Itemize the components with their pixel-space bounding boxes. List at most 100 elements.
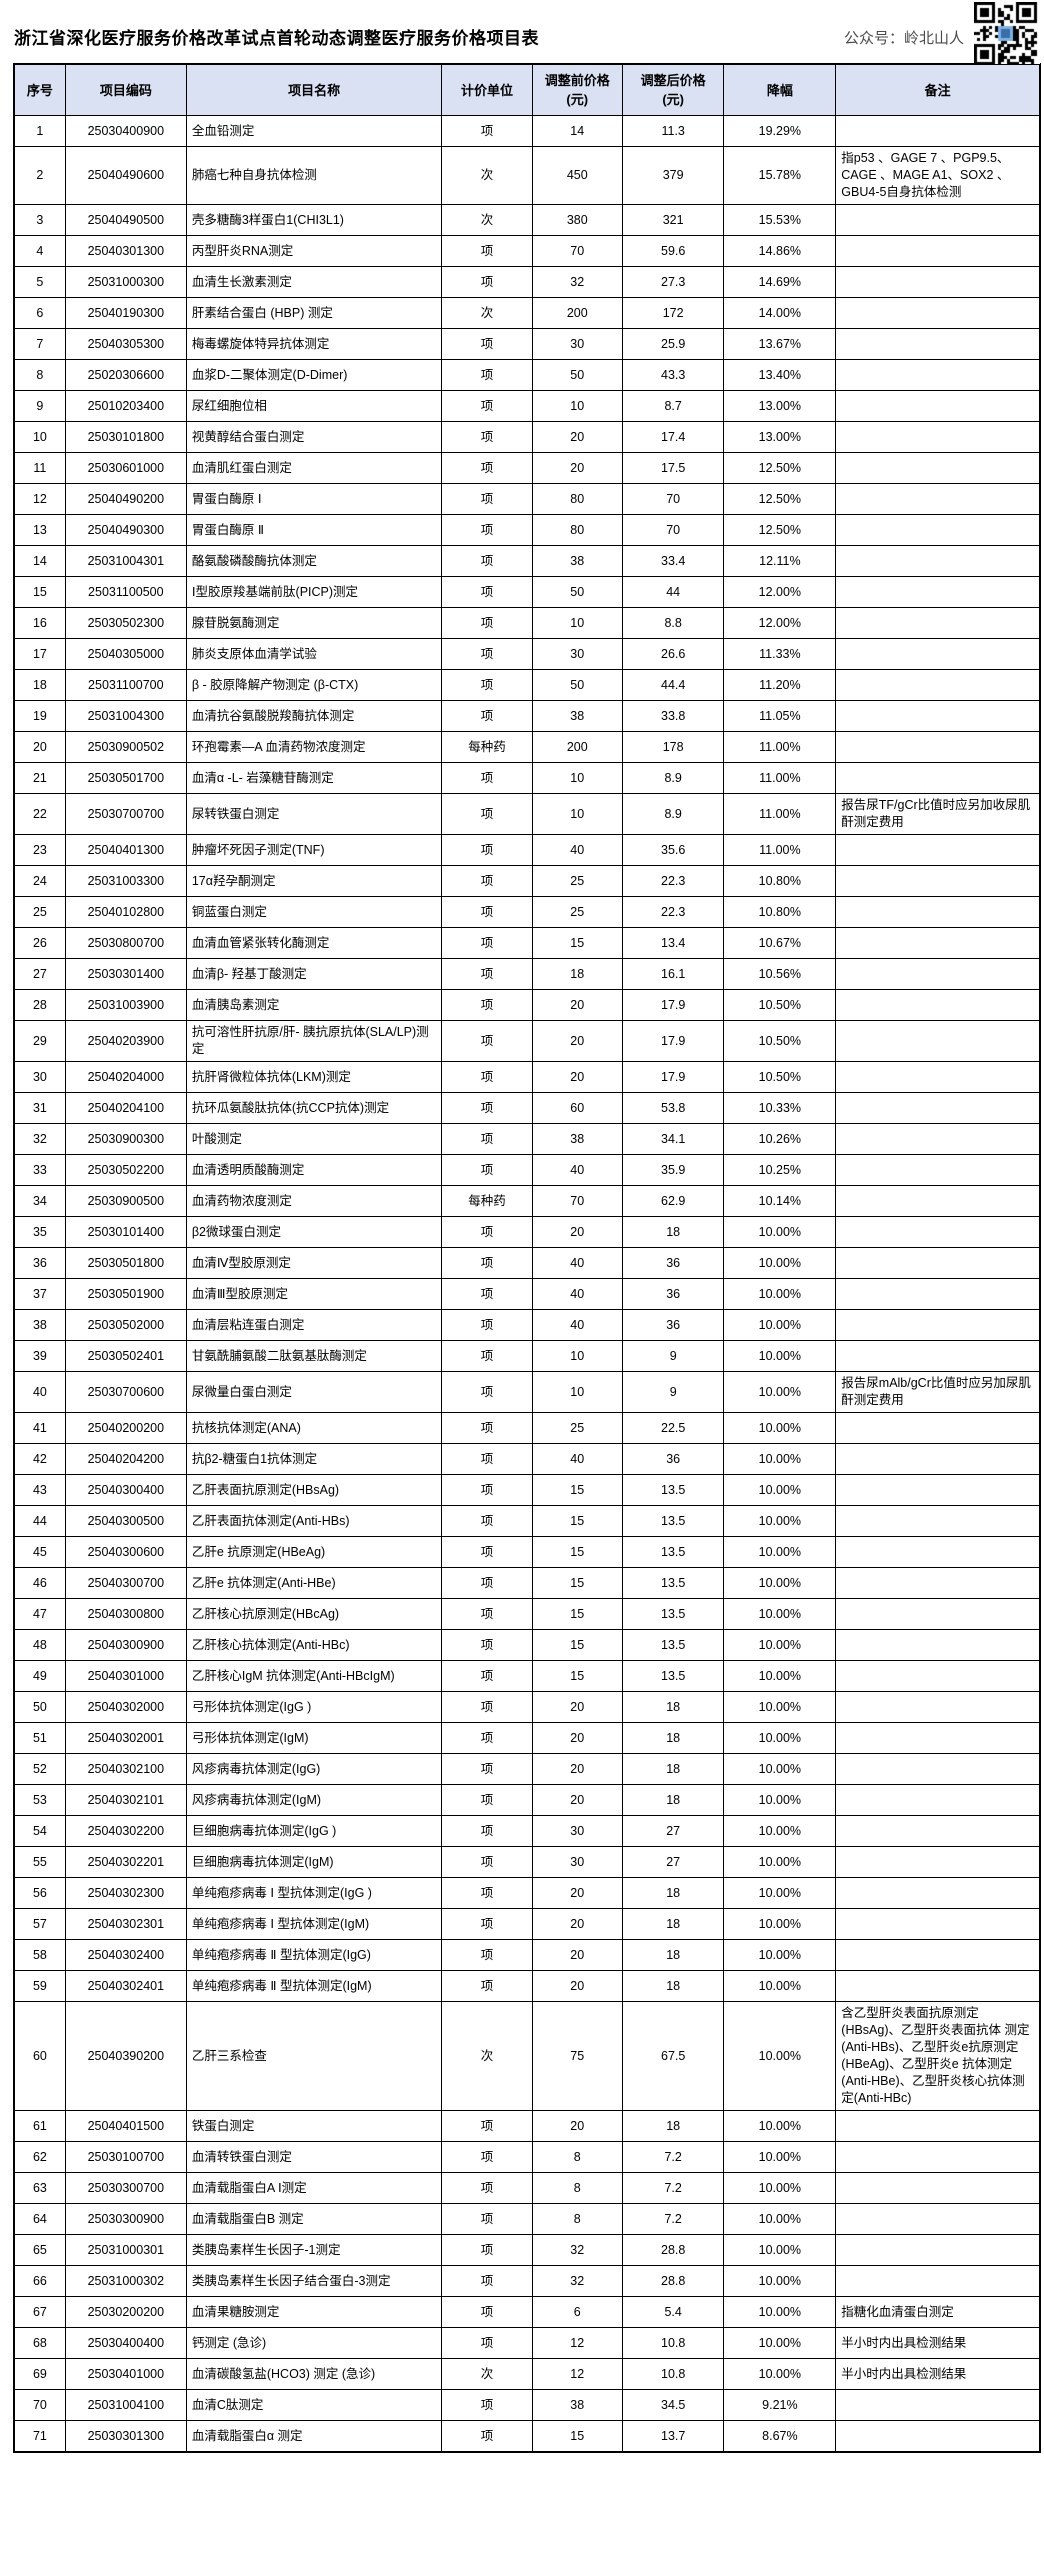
cell-code: 25031100700 (64, 669, 187, 701)
cell-drop: 10.00% (723, 2296, 837, 2328)
cell-after: 33.8 (621, 700, 725, 732)
cell-before: 20 (531, 1784, 623, 1816)
cell-before: 20 (531, 1691, 623, 1723)
header-note: 备注 (835, 63, 1041, 116)
cell-name: 铁蛋白测定 (185, 2110, 443, 2142)
cell-unit: 项 (441, 2110, 533, 2142)
table-row: 60 25040390200 乙肝三系检查次 75 67.5 10.00% 含乙型肝炎表面抗… (13, 2001, 1041, 2111)
header-price-after: 调整后价格 (元) (621, 63, 725, 116)
header-unit: 计价单位 (441, 63, 533, 116)
cell-name: 肺炎支原体血清学试验 (185, 638, 443, 670)
cell-unit: 项 (441, 1567, 533, 1599)
cell-drop: 10.50% (723, 1061, 837, 1093)
cell-name: 血清血管紧张转化酶测定 (185, 927, 443, 959)
table-row: 69 25030401000 血清碳酸氢盐(HCO3) 测定 (急诊) 次 12 10.8… (13, 2358, 1041, 2390)
cell-unit: 项 (441, 1154, 533, 1186)
cell-note (835, 927, 1041, 959)
cell-before: 38 (531, 700, 623, 732)
cell-drop: 10.00% (723, 2358, 837, 2390)
cell-after: 18 (621, 1784, 725, 1816)
cell-note (835, 1505, 1041, 1537)
cell-drop: 10.25% (723, 1154, 837, 1186)
cell-code: 25031004100 (64, 2389, 187, 2421)
cell-before: 20 (531, 452, 623, 484)
cell-note (835, 669, 1041, 701)
cell-no: 63 (13, 2172, 66, 2204)
cell-note (835, 1185, 1041, 1217)
cell-name: 尿转铁蛋白测定 (185, 793, 443, 835)
cell-before: 20 (531, 2110, 623, 2142)
cell-unit: 项 (441, 2141, 533, 2173)
cell-no: 29 (13, 1020, 66, 1062)
cell-before: 20 (531, 1061, 623, 1093)
cell-after: 13.5 (621, 1505, 725, 1537)
cell-drop: 14.00% (723, 297, 837, 329)
cell-code: 25040302000 (64, 1691, 187, 1723)
cell-no: 58 (13, 1939, 66, 1971)
cell-unit: 项 (441, 762, 533, 794)
cell-unit: 项 (441, 359, 533, 391)
cell-drop: 10.00% (723, 1598, 837, 1630)
cell-drop: 12.50% (723, 483, 837, 515)
cell-unit: 项 (441, 834, 533, 866)
cell-no: 47 (13, 1598, 66, 1630)
table-row: 68 25030400400 钙测定 (急诊) 项 12 10.8 10.00% 半小时内出具… (13, 2327, 1041, 2359)
cell-drop: 10.00% (723, 1443, 837, 1475)
cell-no: 31 (13, 1092, 66, 1124)
table-row: 39 25030502401 甘氨酰脯氨酸二肽氨基肽酶测定项 10 9 10.00% (13, 1340, 1041, 1372)
cell-after: 172 (621, 297, 725, 329)
cell-note (835, 1815, 1041, 1847)
cell-no: 13 (13, 514, 66, 546)
cell-no: 7 (13, 328, 66, 360)
cell-before: 200 (531, 731, 623, 763)
cell-name: 血清α -L- 岩藻糖苷酶测定 (185, 762, 443, 794)
cell-after: 18 (621, 1908, 725, 1940)
table-row: 32 25030900300 叶酸测定项 38 34.1 10.26% (13, 1123, 1041, 1155)
cell-before: 20 (531, 1216, 623, 1248)
cell-before: 12 (531, 2358, 623, 2390)
cell-unit: 项 (441, 390, 533, 422)
cell-before: 15 (531, 1567, 623, 1599)
cell-before: 25 (531, 1412, 623, 1444)
cell-drop: 15.53% (723, 204, 837, 236)
cell-after: 18 (621, 1753, 725, 1785)
cell-code: 25040301000 (64, 1660, 187, 1692)
cell-note (835, 896, 1041, 928)
cell-drop: 10.00% (723, 1691, 837, 1723)
cell-before: 20 (531, 1877, 623, 1909)
cell-drop: 10.00% (723, 1371, 837, 1413)
cell-drop: 14.69% (723, 266, 837, 298)
table-row: 48 25040300900 乙肝核心抗体测定(Anti-HBc) 项 15 13.5 10… (13, 1629, 1041, 1661)
cell-drop: 10.33% (723, 1092, 837, 1124)
table-row: 67 25030200200 血清果糖胺测定项 6 5.4 10.00% 指糖化血清蛋白测定 (13, 2296, 1041, 2328)
table-row: 5 25031000300 血清生长激素测定项 32 27.3 14.69% (13, 266, 1041, 298)
cell-no: 22 (13, 793, 66, 835)
cell-note (835, 1939, 1041, 1971)
cell-name: 单纯疱疹病毒 Ⅰ 型抗体测定(IgM) (185, 1908, 443, 1940)
cell-before: 6 (531, 2296, 623, 2328)
cell-after: 18 (621, 1216, 725, 1248)
cell-after: 28.8 (621, 2234, 725, 2266)
cell-after: 13.5 (621, 1660, 725, 1692)
cell-drop: 10.00% (723, 1247, 837, 1279)
cell-before: 15 (531, 927, 623, 959)
cell-note (835, 989, 1041, 1021)
cell-drop: 12.50% (723, 452, 837, 484)
cell-before: 40 (531, 1278, 623, 1310)
cell-no: 35 (13, 1216, 66, 1248)
table-row: 6 25040190300 肝素结合蛋白 (HBP) 测定次 200 172 14.00% (13, 297, 1041, 329)
cell-after: 13.5 (621, 1536, 725, 1568)
cell-drop: 10.00% (723, 1536, 837, 1568)
table-row: 66 25031000302 类胰岛素样生长因子结合蛋白-3测定项 32 28.8 10.… (13, 2265, 1041, 2297)
cell-no: 68 (13, 2327, 66, 2359)
cell-name: 血清胰岛素测定 (185, 989, 443, 1021)
cell-drop: 19.29% (723, 115, 837, 147)
cell-after: 13.7 (621, 2420, 725, 2453)
cell-no: 25 (13, 896, 66, 928)
cell-code: 25030900300 (64, 1123, 187, 1155)
cell-note (835, 115, 1041, 147)
cell-unit: 项 (441, 927, 533, 959)
cell-name: 乙肝表面抗体测定(Anti-HBs) (185, 1505, 443, 1537)
cell-unit: 项 (441, 1216, 533, 1248)
cell-name: 血浆D-二聚体测定(D-Dimer) (185, 359, 443, 391)
